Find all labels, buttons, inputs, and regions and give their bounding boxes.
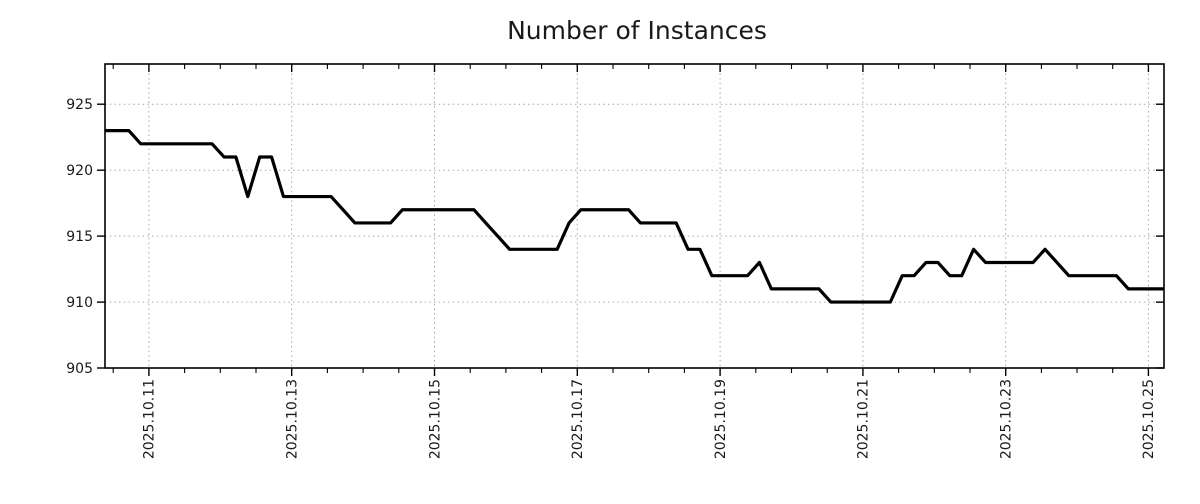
x-tick-label: 2025.10.23 <box>999 379 1015 459</box>
series-line <box>105 129 1164 304</box>
y-tick-label: 915 <box>66 229 93 245</box>
axis-tick-labels: 905 910 915 920 925 2025.10.11 2025.10.13 2025.… <box>66 97 1157 459</box>
y-tick-label: 920 <box>66 163 93 179</box>
series-line-path <box>105 129 1164 304</box>
y-tick-label: 925 <box>66 97 93 113</box>
x-tick-label: 2025.10.25 <box>1141 379 1157 459</box>
x-tick-label: 2025.10.17 <box>570 379 586 459</box>
x-tick-label: 2025.10.13 <box>285 379 301 459</box>
x-tick-label: 2025.10.19 <box>713 379 729 459</box>
plot-border <box>104 63 1165 369</box>
y-tick-label: 910 <box>66 295 93 311</box>
x-tick-label: 2025.10.15 <box>427 379 443 459</box>
axis-ticks <box>97 64 1164 376</box>
chart-title: Number of Instances <box>507 16 767 45</box>
x-tick-label: 2025.10.11 <box>142 379 158 459</box>
x-tick-label: 2025.10.21 <box>856 379 872 459</box>
y-tick-label: 905 <box>66 361 93 377</box>
